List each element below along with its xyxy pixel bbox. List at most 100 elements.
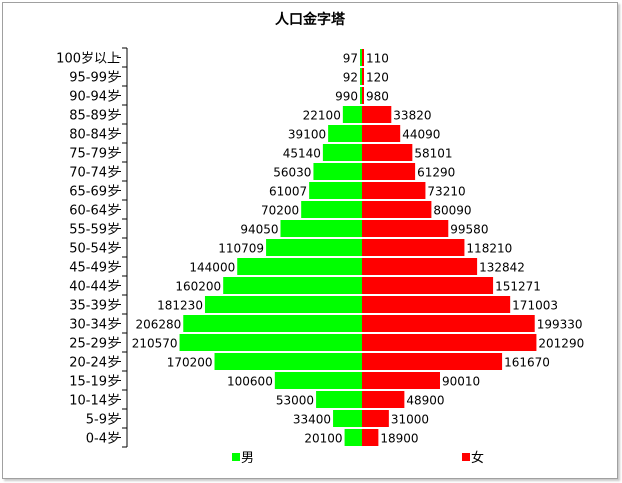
data-label-female: 99580 (450, 223, 488, 237)
bar-male (237, 258, 362, 275)
y-tick-label: 50-54岁 (69, 242, 120, 257)
bar-female (362, 410, 389, 427)
data-label-male: 53000 (276, 394, 314, 408)
y-tick-label: 65-69岁 (69, 185, 120, 200)
data-label-female: 18900 (380, 432, 418, 446)
bar-male (204, 296, 362, 313)
data-label-male: 61007 (269, 185, 307, 199)
y-tick-label: 75-79岁 (69, 147, 120, 162)
bar-male (313, 163, 362, 180)
bar-male (342, 106, 362, 123)
bar-female (362, 201, 432, 218)
y-tick-label: 70-74岁 (69, 166, 120, 181)
data-label-female: 33820 (393, 109, 431, 123)
bar-female (362, 391, 405, 408)
bar-male (183, 315, 362, 332)
y-tick-label: 55-59岁 (69, 223, 120, 238)
y-tick-label: 80-84岁 (69, 128, 120, 143)
bar-female (362, 182, 426, 199)
bar-female (362, 258, 478, 275)
bar-female (362, 296, 511, 313)
data-label-female: 61290 (417, 166, 455, 180)
bar-male (301, 201, 362, 218)
data-label-male: 100600 (227, 375, 273, 389)
bar-female (362, 144, 413, 161)
data-label-female: 48900 (406, 394, 444, 408)
y-tick-label: 40-44岁 (69, 280, 120, 295)
data-label-male: 990 (335, 90, 358, 104)
y-tick-label: 100岁以上 (56, 52, 120, 67)
bar-male (223, 277, 362, 294)
bar-male (322, 144, 362, 161)
y-tick-label: 20-24岁 (69, 356, 120, 371)
bar-female (362, 334, 537, 351)
bar-male (344, 429, 362, 446)
chart-title: 人口金字塔 (275, 11, 346, 28)
data-label-female: 90010 (442, 375, 480, 389)
bar-female (362, 372, 440, 389)
y-tick-label: 60-64岁 (69, 204, 120, 219)
data-label-female: 44090 (402, 128, 440, 142)
y-tick-label: 5-9岁 (86, 413, 120, 428)
data-label-female: 171003 (512, 299, 558, 313)
data-label-male: 20100 (304, 432, 342, 446)
data-label-male: 33400 (293, 413, 331, 427)
data-label-female: 132842 (479, 261, 525, 275)
bar-male (316, 391, 362, 408)
bar-male (328, 125, 362, 142)
y-tick-label: 90-94岁 (69, 90, 120, 105)
bar-female (362, 125, 401, 142)
y-tick-label: 15-19岁 (69, 375, 120, 390)
data-label-male: 97 (343, 52, 358, 66)
data-label-female: 80090 (433, 204, 471, 218)
bar-female (362, 353, 503, 370)
data-label-female: 199330 (537, 318, 583, 332)
data-label-female: 73210 (427, 185, 465, 199)
data-label-male: 160200 (175, 280, 221, 294)
data-label-male: 22100 (303, 109, 341, 123)
data-label-female: 980 (366, 90, 389, 104)
bar-male (280, 220, 362, 237)
data-label-male: 144000 (189, 261, 235, 275)
legend-label-female: 女 (471, 450, 484, 466)
bar-female (362, 429, 379, 446)
bar-male (333, 410, 362, 427)
legend-swatch-male (232, 453, 240, 461)
y-tick-label: 10-14岁 (69, 394, 120, 409)
data-label-female: 161670 (504, 356, 550, 370)
data-label-male: 70200 (261, 204, 299, 218)
data-label-female: 31000 (391, 413, 429, 427)
y-tick-label: 45-49岁 (69, 261, 120, 276)
bar-male (360, 87, 362, 104)
legend-swatch-female (462, 453, 470, 461)
bar-male (360, 49, 362, 66)
y-tick-label: 35-39岁 (69, 299, 120, 314)
data-label-female: 118210 (466, 242, 512, 256)
y-tick-label: 30-34岁 (69, 318, 120, 333)
bar-male (266, 239, 362, 256)
data-label-male: 210570 (132, 337, 178, 351)
bar-female (362, 220, 449, 237)
y-tick-label: 95-99岁 (69, 71, 120, 86)
bar-female (362, 315, 535, 332)
bar-female (362, 87, 364, 104)
legend-label-male: 男 (241, 451, 254, 466)
bar-female (362, 277, 494, 294)
data-label-male: 181230 (157, 299, 203, 313)
bar-male (274, 372, 362, 389)
data-label-male: 39100 (288, 128, 326, 142)
y-tick-label: 85-89岁 (69, 109, 120, 124)
data-label-male: 94050 (240, 223, 278, 237)
bar-male (179, 334, 362, 351)
data-label-female: 110 (366, 52, 389, 66)
bar-female (362, 68, 364, 85)
data-label-female: 58101 (414, 147, 452, 161)
bar-female (362, 163, 416, 180)
bar-male (360, 68, 362, 85)
data-label-female: 120 (366, 71, 389, 85)
data-label-male: 45140 (283, 147, 321, 161)
data-label-male: 110709 (218, 242, 264, 256)
data-label-male: 206280 (135, 318, 181, 332)
bar-female (362, 106, 392, 123)
